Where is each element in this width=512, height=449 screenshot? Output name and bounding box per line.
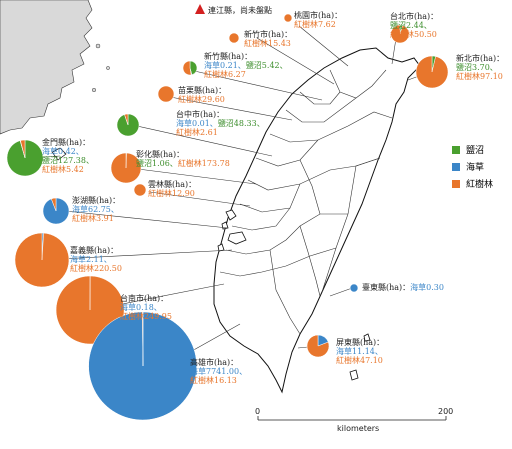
pie-slice-mangrove [416, 56, 448, 88]
scale-end-label: 200 [438, 407, 453, 416]
lanyu-island [350, 370, 358, 380]
pie-slice-seagrass [350, 284, 358, 292]
legend-item-mangrove: 紅樹林 [452, 175, 493, 192]
island [106, 66, 109, 69]
pie-pingtung [307, 335, 329, 357]
pie-new-taipei [416, 56, 448, 88]
legend-item-seagrass: 海草 [452, 158, 493, 175]
island [96, 44, 100, 48]
pie-hsinchu-county [183, 61, 197, 75]
label-tainan: 台南市(ha)： 海草0.18、 紅樹林249.95 [120, 294, 172, 321]
label-penghu: 澎湖縣(ha)： 海草62.75、 紅樹林3.91 [72, 196, 120, 223]
label-taitung: 臺東縣(ha)：海草0.30 [362, 283, 444, 292]
pie-slice-mangrove [183, 61, 191, 75]
legend-swatch-mangrove [452, 180, 460, 188]
label-kaohsiung: 高雄市(ha)： 海草7741.00、 紅樹林16.13 [190, 358, 247, 385]
pie-penghu [43, 198, 69, 224]
pie-kinmen [7, 140, 43, 176]
label-kinmen: 金門縣(ha)： 海草0.42、 鹽沼127.38、 紅樹林5.42 [42, 138, 94, 174]
scale-bar [258, 416, 446, 420]
legend-label: 紅樹林 [466, 177, 493, 190]
pie-chiayi [15, 233, 69, 287]
pie-slice-mangrove [134, 184, 146, 196]
scale-unit-label: kilometers [337, 424, 379, 433]
pie-hsinchu-city [229, 33, 239, 43]
label-miaoli: 苗栗縣(ha)： 紅樹林29.60 [178, 86, 226, 104]
legend-label: 海草 [466, 160, 484, 173]
label-yunlin: 雲林縣(ha)： 紅樹林12.90 [148, 180, 196, 198]
pie-slice-mangrove [15, 233, 69, 287]
pie-slice-mangrove [284, 14, 292, 22]
legend-swatch-seagrass [452, 163, 460, 171]
label-chiayi: 嘉義縣(ha)： 海草2.11、 紅樹林220.50 [70, 246, 122, 273]
mainland-china-coast [0, 0, 92, 134]
pie-slice-mangrove [158, 86, 174, 102]
label-hsinchu-city: 新竹市(ha)： 紅樹林15.43 [244, 30, 292, 48]
label-taipei: 台北市(ha)： 鹽沼2.44、 紅樹林50.50 [390, 12, 438, 39]
legend: 鹽沼 海草 紅樹林 [452, 141, 493, 192]
unsurveyed-marker-icon [195, 4, 205, 14]
label-pingtung: 屏東縣(ha)： 海草11.14、 紅樹林47.10 [336, 338, 384, 365]
label-taichung: 台中市(ha)： 海草0.01、鹽沼48.33、 紅樹林2.61 [176, 110, 265, 137]
pie-kaohsiung [89, 312, 197, 420]
island [92, 88, 96, 92]
legend-swatch-salt-marsh [452, 146, 460, 154]
legend-label: 鹽沼 [466, 143, 484, 156]
pie-yunlin [134, 184, 146, 196]
unsurveyed-note: 連江縣，尚未盤點 [208, 6, 272, 15]
pie-miaoli [158, 86, 174, 102]
legend-item-salt-marsh: 鹽沼 [452, 141, 493, 158]
scale-start-label: 0 [255, 407, 260, 416]
pie-taichung [117, 114, 139, 136]
label-taoyuan: 桃園市(ha)： 紅樹林7.62 [294, 11, 342, 29]
label-new-taipei: 新北市(ha)： 鹽沼3.70、 紅樹林97.10 [456, 54, 504, 81]
pie-taitung [350, 284, 358, 292]
pie-taoyuan [284, 14, 292, 22]
label-changhua: 彰化縣(ha)： 鹽沼1.06、紅樹林173.78 [136, 150, 230, 168]
label-hsinchu-county: 新竹縣(ha)： 海草0.21、鹽沼5.42、 紅樹林6.27 [204, 52, 288, 79]
pie-slice-mangrove [229, 33, 239, 43]
